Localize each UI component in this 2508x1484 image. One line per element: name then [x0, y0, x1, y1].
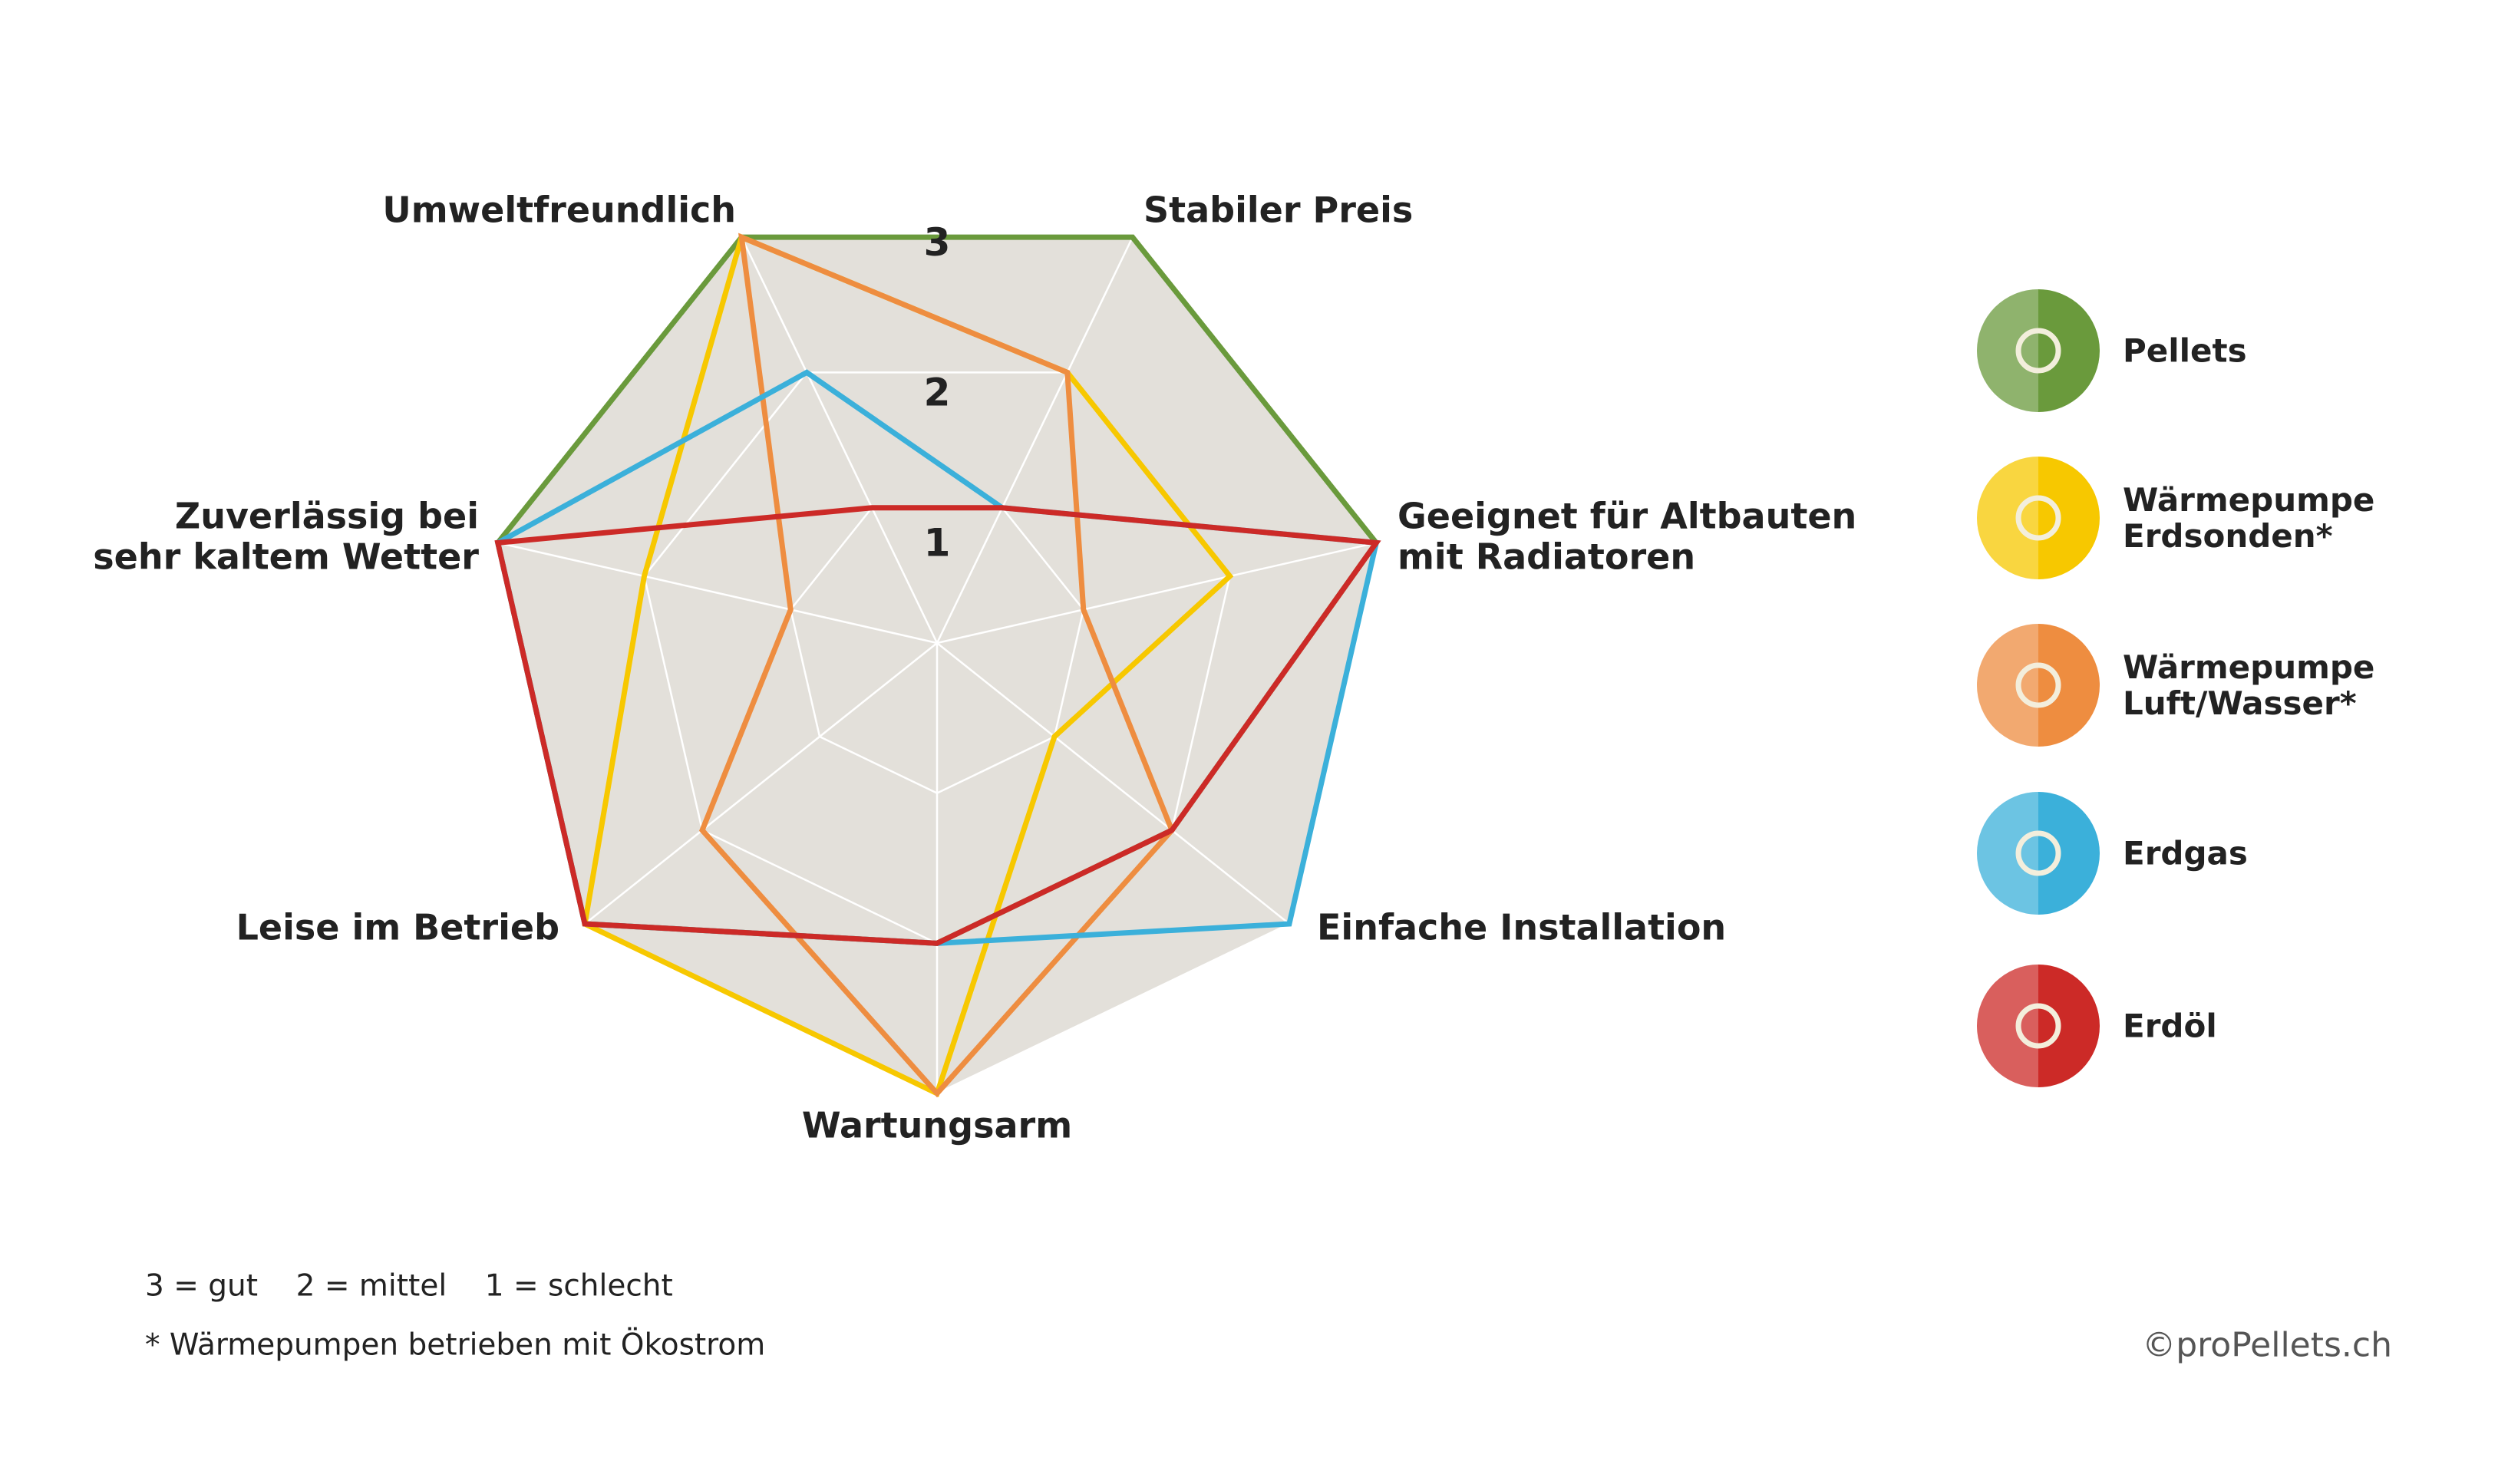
- r-tick-label: 3: [924, 220, 951, 265]
- legend-icon: [2015, 1003, 2061, 1049]
- category-label: Wartungsarm: [801, 1104, 1073, 1146]
- category-label: Umweltfreundlich: [382, 189, 736, 231]
- category-label: Zuverlässig bei sehr kaltem Wetter: [93, 495, 479, 578]
- legend-swatch: [1977, 792, 2100, 915]
- r-tick-label: 1: [924, 520, 951, 565]
- category-label: Leise im Betrieb: [236, 906, 559, 948]
- grid-ring: [789, 506, 1085, 795]
- spoke: [584, 642, 938, 925]
- credit: ©proPellets.ch: [2142, 1325, 2392, 1365]
- category-label: Geeignet für Altbauten mit Radiatoren: [1398, 495, 1857, 578]
- legend-swatch-highlight: [1977, 965, 2038, 1087]
- spoke: [936, 236, 1134, 644]
- spoke: [936, 642, 1290, 925]
- footnote: * Wärmepumpen betrieben mit Ökostrom: [145, 1327, 766, 1363]
- series-line: [494, 505, 1381, 946]
- legend-swatch-highlight: [1977, 289, 2038, 412]
- spoke: [497, 542, 938, 645]
- legend-swatch-highlight: [1977, 624, 2038, 747]
- legend-swatch-highlight: [1977, 457, 2038, 579]
- series-line: [698, 232, 1176, 1098]
- legend-swatch: [1977, 624, 2100, 747]
- legend-swatch: [1977, 965, 2100, 1087]
- legend-icon: [2015, 328, 2061, 374]
- legend-swatch-highlight: [1977, 792, 2038, 915]
- legend-label: Wärmepumpe Erdsonden*: [2123, 480, 2375, 555]
- legend-icon: [2015, 662, 2061, 708]
- scale-note: 3 = gut 2 = mittel 1 = schlecht: [145, 1268, 673, 1304]
- legend-label: Pellets: [2123, 331, 2247, 370]
- legend-swatch: [1977, 457, 2100, 579]
- legend-icon: [2015, 495, 2061, 541]
- category-label: Einfache Installation: [1317, 906, 1727, 948]
- legend-label: Wärmepumpe Luft/Wasser*: [2123, 648, 2375, 722]
- legend-swatch: [1977, 289, 2100, 412]
- r-tick-label: 2: [924, 371, 951, 415]
- spoke: [936, 542, 1377, 645]
- category-label: Stabiler Preis: [1143, 189, 1414, 231]
- legend-icon: [2015, 830, 2061, 876]
- legend-label: Erdöl: [2123, 1007, 2217, 1045]
- legend-label: Erdgas: [2123, 834, 2248, 872]
- spoke: [741, 236, 939, 644]
